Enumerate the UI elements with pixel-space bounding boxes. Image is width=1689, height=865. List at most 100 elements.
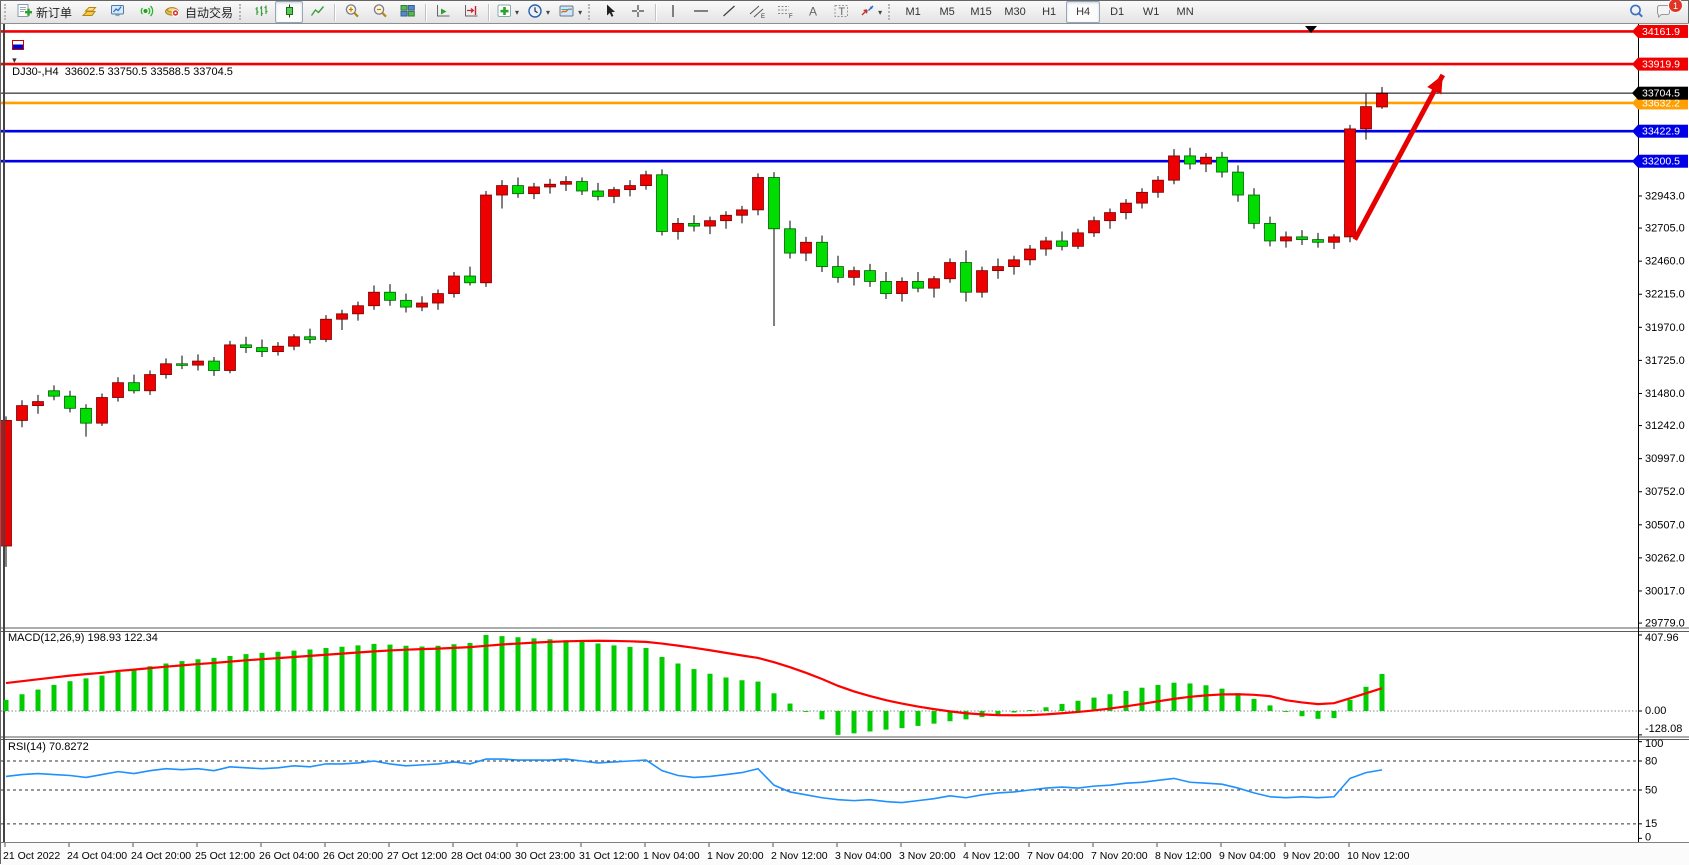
auto-scroll-button[interactable]: [429, 1, 457, 23]
gold-button[interactable]: [76, 1, 104, 23]
market-data-button[interactable]: [104, 1, 132, 23]
candle-body: [880, 281, 892, 294]
line-chart-button[interactable]: [303, 1, 331, 23]
svg-text:F: F: [789, 14, 793, 19]
candle-body: [1328, 236, 1340, 243]
macd-indicator-label: MACD(12,26,9) 198.93 122.34: [8, 632, 158, 644]
cursor-button[interactable]: [596, 1, 624, 23]
arrows-shapes-button[interactable]: ▾: [855, 1, 886, 23]
candle-body: [1184, 155, 1196, 165]
price-tick-label: 29779.0: [1645, 618, 1685, 630]
timeframe-h1-button[interactable]: H1: [1042, 6, 1057, 18]
timeframe-w1-button[interactable]: W1: [1142, 6, 1160, 18]
candle-body: [1344, 128, 1356, 238]
collapse-caret-icon[interactable]: ▾: [12, 55, 17, 65]
fibonacci-icon: F: [776, 3, 794, 22]
toolbar-grip[interactable]: [888, 4, 893, 20]
candle-body: [496, 185, 508, 196]
price-tick-label: 30752.0: [1645, 486, 1685, 498]
new-order-button[interactable]: 新订单: [12, 1, 76, 23]
timeframe-m1-button[interactable]: M1: [905, 6, 921, 18]
candle-body: [768, 177, 780, 230]
time-scale[interactable]: [4, 843, 1350, 847]
candle-body: [1056, 240, 1068, 247]
signals-button[interactable]: [132, 1, 160, 23]
auto-scroll-icon: [435, 3, 452, 22]
chart-header: ▾ DJ30-,H4 33602.5 33750.5 33588.5 33704…: [6, 28, 233, 78]
candle-body: [512, 185, 524, 195]
periods-button[interactable]: ▾: [523, 1, 554, 23]
time-tick-label: 24 Oct 20:00: [131, 850, 191, 862]
dropdown-caret-icon[interactable]: ▾: [515, 7, 520, 17]
toolbar-separator: [334, 3, 336, 21]
candle-body: [1024, 248, 1036, 261]
candle-body: [160, 363, 172, 375]
timeframe-mn-button[interactable]: MN: [1176, 6, 1194, 18]
crosshair-icon: [630, 3, 646, 22]
candlestick-chart-button[interactable]: [275, 1, 304, 23]
price-tick-label: 30262.0: [1645, 552, 1685, 564]
zoom-in-button[interactable]: [338, 1, 366, 23]
timeframe-m15-button[interactable]: M15: [970, 6, 992, 18]
time-tick-label: 27 Oct 12:00: [387, 850, 447, 862]
current-price-badge: [1632, 86, 1688, 100]
price-tick-label: 32705.0: [1645, 223, 1685, 235]
chart-background[interactable]: [1, 24, 1689, 842]
templates-button[interactable]: ▾: [554, 1, 586, 23]
timeframe-d1-button[interactable]: D1: [1110, 6, 1125, 18]
indicators-button[interactable]: ▾: [492, 1, 523, 23]
signal-waves-icon: [137, 3, 155, 22]
text-button[interactable]: A: [799, 1, 827, 23]
vertical-line-button[interactable]: [659, 1, 687, 23]
zoom-out-icon: [372, 3, 389, 22]
candle-body: [1104, 212, 1116, 222]
time-tick-label: 1 Nov 20:00: [707, 850, 764, 862]
candle-body: [208, 360, 220, 371]
chart-shift-marker[interactable]: [1305, 26, 1317, 33]
toolbar-grip[interactable]: [239, 4, 244, 20]
dropdown-caret-icon[interactable]: ▾: [578, 7, 583, 17]
candle-body: [544, 183, 556, 188]
text-label-button[interactable]: T: [827, 1, 855, 23]
level-price-badge: [1632, 96, 1688, 110]
chat-bubble-icon: [1655, 3, 1673, 22]
candle-body: [832, 266, 844, 278]
candle-body: [128, 382, 140, 392]
timeframe-m30-button[interactable]: M30: [1004, 6, 1026, 18]
text-icon: A: [806, 3, 821, 22]
price-scale[interactable]: [1638, 195, 1642, 624]
timeframe-m5-button[interactable]: M5: [939, 6, 955, 18]
notifications-button[interactable]: 1: [1650, 0, 1683, 23]
equidistant-channel-button[interactable]: E: [743, 1, 771, 23]
current-price-badge-text: 33704.5: [1642, 88, 1680, 100]
search-button[interactable]: [1622, 1, 1650, 23]
gold-bar-icon: [81, 3, 99, 22]
trend-arrow-head: [1427, 74, 1443, 95]
toolbar-grip[interactable]: [588, 4, 593, 20]
candle-body: [1008, 259, 1020, 267]
tile-windows-button[interactable]: [394, 1, 422, 23]
trend-arrow-line[interactable]: [1352, 73, 1446, 241]
dropdown-caret-icon[interactable]: ▾: [546, 7, 551, 17]
notification-count-badge: 1: [1668, 0, 1683, 13]
level-price-badge-text: 33919.9: [1642, 59, 1680, 71]
macd-signal-line: [5, 639, 1383, 717]
horizontal-line-button[interactable]: [687, 1, 715, 23]
trendline-button[interactable]: [715, 1, 743, 23]
chart-shift-button[interactable]: [457, 1, 485, 23]
candle-body: [1136, 191, 1148, 204]
zoom-out-button[interactable]: [366, 1, 394, 23]
candle-body: [912, 281, 924, 289]
timeframe-h4-button[interactable]: H4: [1066, 1, 1101, 23]
dropdown-caret-icon[interactable]: ▾: [878, 7, 883, 17]
candle-body: [1312, 239, 1324, 243]
toolbar-grip[interactable]: [4, 4, 9, 20]
symbol-ohlc-text: DJ30-,H4 33602.5 33750.5 33588.5 33704.5: [12, 66, 233, 78]
bar-chart-button[interactable]: [247, 1, 275, 23]
candle-body: [480, 194, 492, 284]
crosshair-button[interactable]: [624, 1, 652, 23]
candle-body: [272, 345, 284, 353]
fibonacci-button[interactable]: F: [771, 1, 799, 23]
autotrade-button[interactable]: 自动交易: [160, 1, 237, 23]
